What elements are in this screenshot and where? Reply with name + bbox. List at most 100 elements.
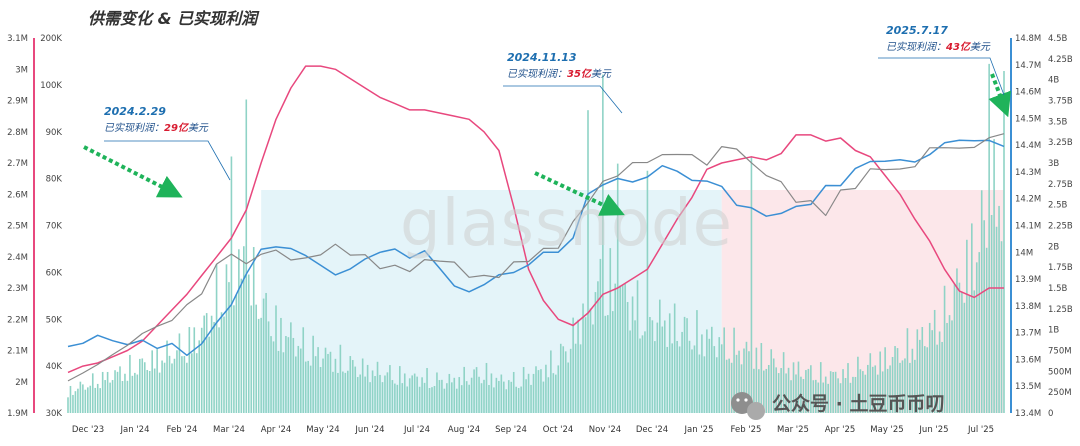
- volume-bar: [270, 336, 272, 413]
- annotation-label: 已实现利润：: [886, 41, 946, 53]
- volume-bar: [906, 328, 909, 413]
- annotation-unit: 美元: [591, 68, 612, 80]
- x-tick-label: May '24: [306, 425, 339, 435]
- volume-bar: [876, 374, 879, 413]
- volume-bar: [953, 284, 956, 413]
- volume-bar: [205, 313, 208, 413]
- volume-bar: [512, 371, 515, 413]
- volume-bar: [485, 362, 488, 413]
- volume-bar: [247, 274, 250, 413]
- volume-bar: [515, 386, 517, 413]
- volume-bar: [186, 362, 188, 413]
- volume-bar: [418, 386, 421, 413]
- right-outer-tick: 0: [1048, 409, 1053, 419]
- volume-bar: [99, 388, 101, 413]
- volume-bar: [220, 312, 223, 413]
- volume-bar: [193, 327, 196, 413]
- volume-bar: [745, 341, 748, 413]
- annotation-2025-7-17: 2025.7.17 已实现利润：43亿美元: [878, 24, 1005, 96]
- volume-bar: [604, 315, 607, 413]
- volume-bar: [119, 366, 121, 413]
- volume-bar: [245, 99, 248, 413]
- volume-bar: [767, 365, 770, 413]
- left-outer-tick: 2.9M: [7, 97, 28, 107]
- volume-bar: [621, 284, 624, 413]
- right-inner-tick: 14.7M: [1015, 61, 1041, 71]
- volume-bar: [396, 384, 399, 413]
- volume-bar: [136, 374, 139, 413]
- annotation-unit: 美元: [970, 41, 991, 53]
- volume-bar: [218, 327, 220, 413]
- volume-bar: [371, 370, 374, 413]
- volume-bar: [545, 364, 547, 413]
- volume-bar: [874, 365, 877, 413]
- volume-bar: [304, 361, 307, 413]
- right-inner-tick: 14.2M: [1015, 195, 1041, 205]
- volume-bar: [832, 371, 834, 413]
- volume-bar: [594, 292, 597, 413]
- x-tick-label: Jul '24: [403, 425, 430, 435]
- volume-bar: [723, 327, 725, 413]
- volume-bar: [480, 383, 483, 413]
- volume-bar: [896, 348, 899, 413]
- annotation-date: 2025.7.17: [886, 24, 948, 37]
- series-line-price: [67, 139, 1005, 357]
- volume-bar: [292, 337, 295, 413]
- volume-bar: [775, 367, 777, 413]
- annotation-2024-11-13: 2024.11.13 已实现利润：35亿美元: [503, 51, 623, 114]
- annotation-leader: [878, 57, 1005, 96]
- right-inner-tick: 13.8M: [1015, 302, 1041, 312]
- x-tick-label: Apr '25: [825, 425, 856, 435]
- volume-bar: [285, 336, 287, 413]
- volume-bar: [307, 360, 309, 413]
- volume-bar: [282, 352, 285, 413]
- volume-bar: [812, 380, 815, 413]
- volume-bar: [287, 337, 290, 413]
- volume-bar: [597, 281, 599, 413]
- volume-bar: [720, 344, 723, 413]
- volume-bar: [956, 268, 958, 413]
- volume-bar: [324, 347, 327, 413]
- volume-bar: [537, 370, 540, 413]
- volume-bar: [763, 370, 765, 413]
- right-inner-tick: 14M: [1015, 248, 1033, 258]
- volume-bar: [104, 380, 106, 413]
- volume-bar: [567, 362, 569, 413]
- series-line-holders: [67, 133, 1005, 382]
- volume-bar: [1003, 71, 1005, 413]
- volume-bar: [530, 384, 532, 413]
- volume-bar: [460, 385, 463, 413]
- volume-bar: [800, 376, 802, 413]
- volume-bar: [948, 315, 951, 413]
- volume-bar: [317, 347, 319, 413]
- volume-bar: [121, 380, 124, 413]
- volume-bar: [760, 343, 763, 413]
- volume-bar: [369, 382, 371, 413]
- volume-bar: [151, 350, 153, 413]
- volume-bar: [651, 320, 654, 413]
- volume-bar: [844, 378, 847, 413]
- volume-bar: [572, 317, 574, 413]
- volume-bar: [391, 380, 394, 413]
- volume-bar: [569, 348, 572, 413]
- volume-bar: [765, 368, 768, 413]
- volume-bar: [626, 302, 629, 413]
- volume-bar: [347, 370, 349, 413]
- volume-bar: [344, 372, 347, 413]
- volume-bar: [84, 389, 87, 413]
- volume-bar: [973, 290, 976, 413]
- volume-bar: [309, 365, 312, 413]
- volume-bar: [550, 350, 552, 413]
- volume-bar: [951, 320, 953, 413]
- volume-bar: [233, 305, 235, 413]
- annotation-date: 2024.11.13: [507, 51, 577, 64]
- volume-bar: [574, 343, 577, 413]
- annotation-label: 已实现利润：: [104, 122, 164, 134]
- volume-bar: [235, 294, 238, 413]
- volume-bar: [577, 319, 579, 413]
- volume-bar: [126, 380, 129, 413]
- right-outer-tick: 1B: [1048, 326, 1059, 336]
- volume-bar: [490, 373, 493, 413]
- volume-bar: [824, 376, 827, 413]
- x-tick-label: Nov '24: [589, 425, 621, 435]
